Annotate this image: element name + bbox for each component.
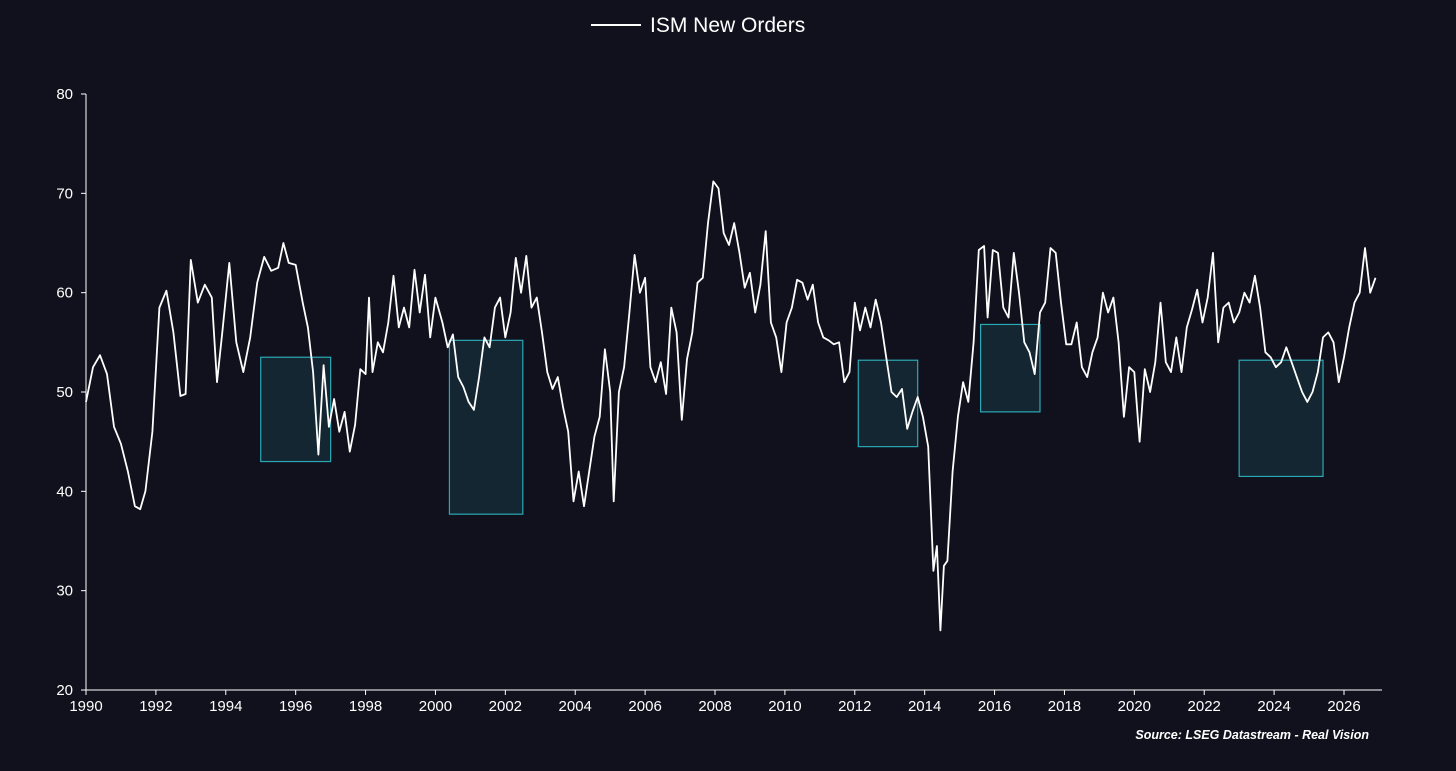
- x-tick-label: 2006: [628, 698, 661, 715]
- x-tick-label: 2018: [1048, 698, 1081, 715]
- x-tick-label: 2000: [419, 698, 452, 715]
- x-tick-label: 2026: [1327, 698, 1360, 715]
- y-tick-label: 40: [56, 483, 73, 500]
- x-tick-label: 2012: [838, 698, 871, 715]
- x-tick-label: 2004: [559, 698, 592, 715]
- x-tick-label: 2010: [768, 698, 801, 715]
- x-tick-label: 2020: [1118, 698, 1151, 715]
- y-tick-label: 60: [56, 285, 73, 302]
- y-ticks: 20 30 40 50 60 70 80: [56, 86, 86, 699]
- x-tick-label: 2002: [489, 698, 522, 715]
- x-ticks: 1990 1992 1994 1996 1998 2000 2002 2004 2006 2008…: [69, 690, 1361, 715]
- highlight-boxes: [260, 323, 1324, 515]
- x-tick-label: 2016: [978, 698, 1011, 715]
- y-tick-label: 30: [56, 583, 73, 600]
- x-tick-label: 2008: [698, 698, 731, 715]
- x-tick-label: 1998: [349, 698, 382, 715]
- highlight-box-2: [448, 339, 524, 515]
- x-tick-label: 1992: [139, 698, 172, 715]
- highlight-box-1: [260, 356, 332, 463]
- x-tick-label: 2024: [1257, 698, 1290, 715]
- y-tick-label: 70: [56, 185, 73, 202]
- source-note: Source: LSEG Datastream - Real Vision: [1135, 728, 1369, 742]
- y-tick-label: 20: [56, 682, 73, 699]
- y-tick-label: 80: [56, 86, 73, 103]
- y-tick-label: 50: [56, 384, 73, 401]
- x-tick-label: 2022: [1188, 698, 1221, 715]
- highlight-box-4: [979, 323, 1041, 413]
- highlight-box-5: [1238, 359, 1324, 478]
- legend-label: ISM New Orders: [650, 14, 805, 37]
- x-tick-label: 1996: [279, 698, 312, 715]
- legend: ISM New Orders: [591, 14, 805, 37]
- series-line-ism-new-orders: [85, 180, 1377, 632]
- x-tick-label: 1990: [69, 698, 102, 715]
- x-tick-label: 2014: [908, 698, 941, 715]
- x-tick-label: 1994: [209, 698, 242, 715]
